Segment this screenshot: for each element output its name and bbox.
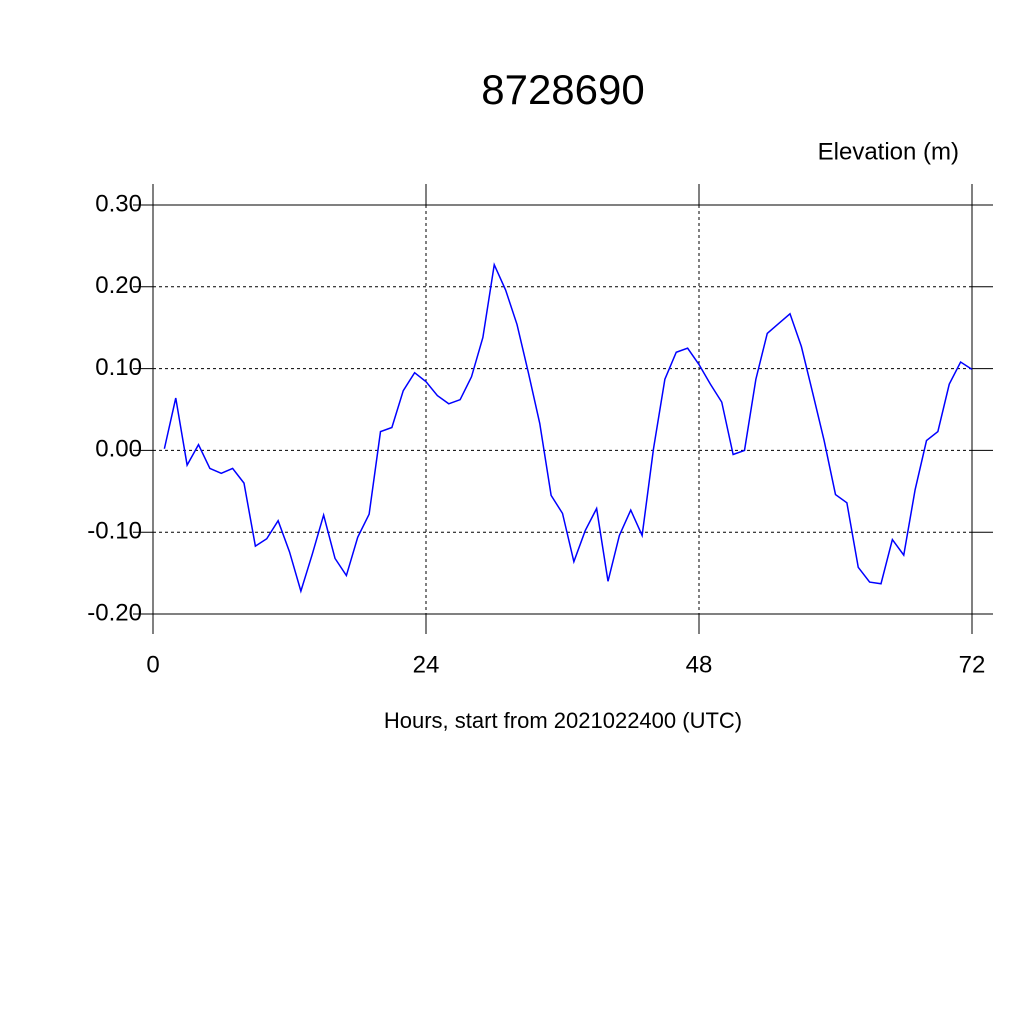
chart-title: 8728690 <box>481 66 645 113</box>
y-tick-label: -0.10 <box>87 518 142 545</box>
y-tick-label: -0.20 <box>87 599 142 626</box>
y-tick-label: 0.20 <box>95 272 142 299</box>
x-tick-label: 48 <box>686 651 713 678</box>
y-tick-label: 0.00 <box>95 436 142 463</box>
value-label: Elevation (m) <box>818 138 959 165</box>
y-tick-label: 0.10 <box>95 354 142 381</box>
data-line <box>163 262 973 594</box>
plot-frame <box>152 204 973 615</box>
x-tick-label: 72 <box>959 651 986 678</box>
x-axis-label: Hours, start from 2021022400 (UTC) <box>384 708 742 733</box>
x-tick-label: 24 <box>413 651 440 678</box>
y-tick-label: 0.30 <box>95 190 142 217</box>
x-tick-label: 0 <box>146 651 159 678</box>
